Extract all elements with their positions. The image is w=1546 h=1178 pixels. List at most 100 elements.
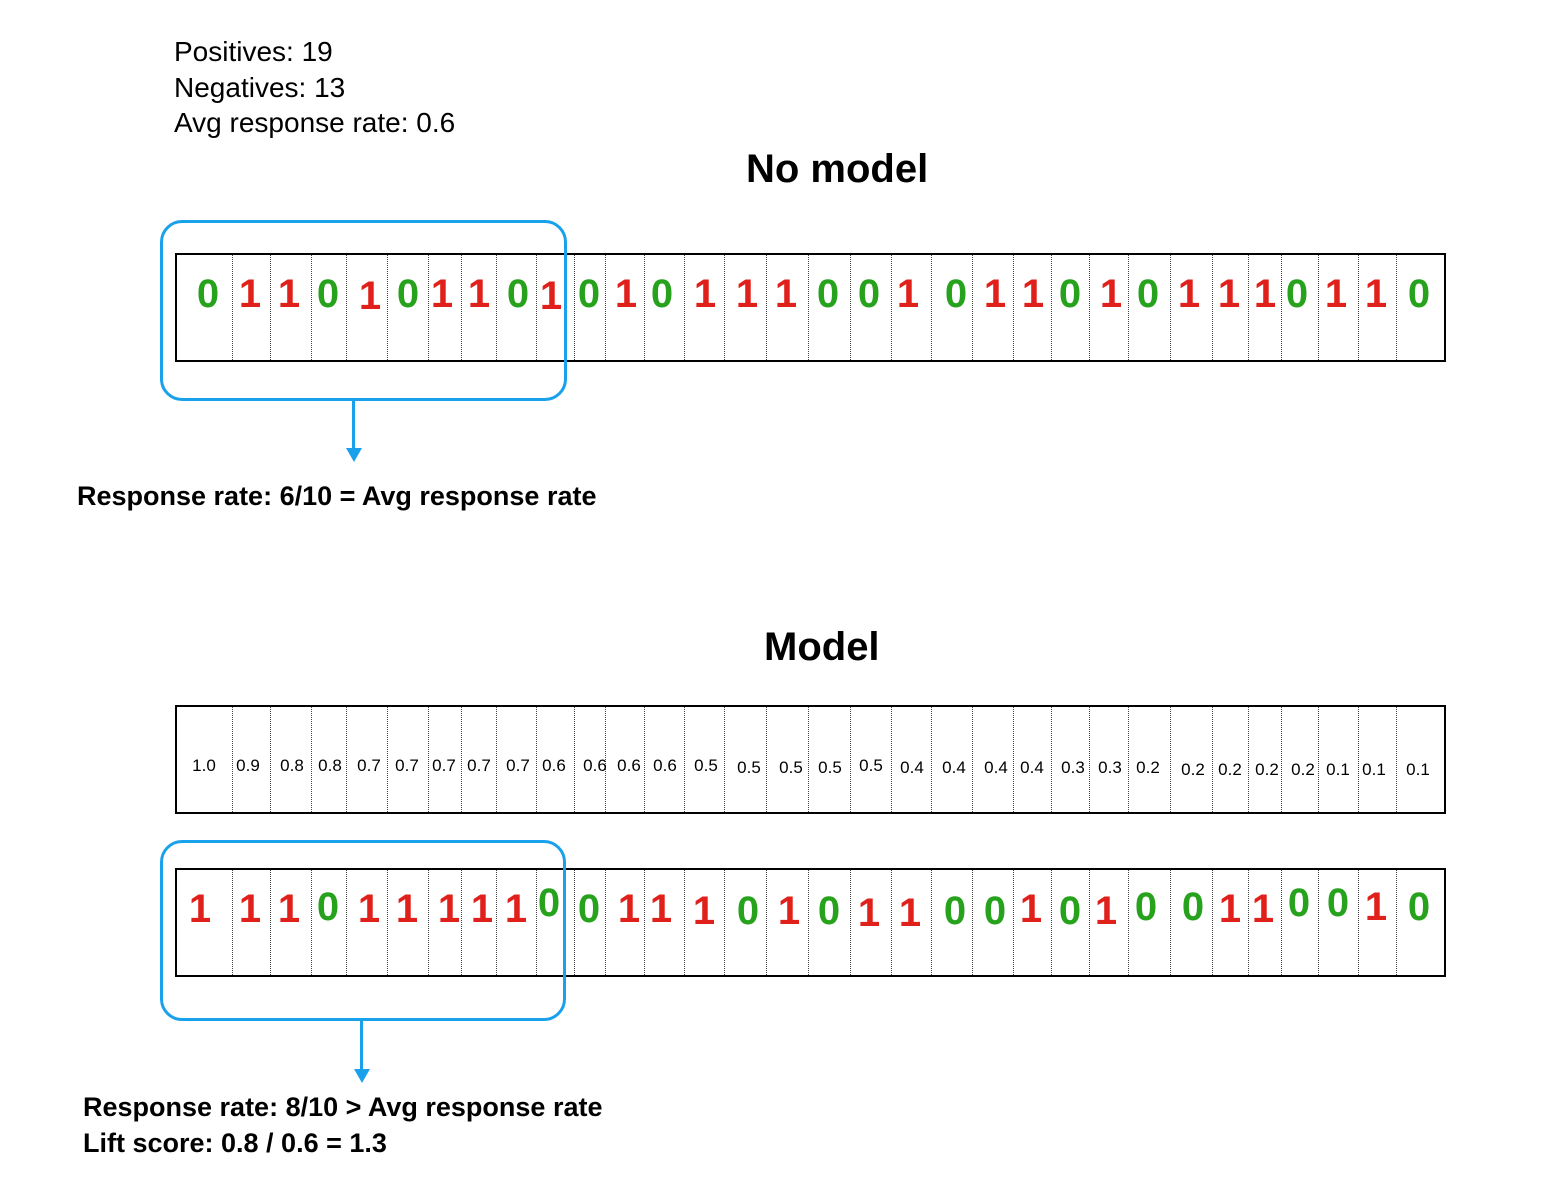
- score-cell-divider: [1089, 707, 1090, 812]
- no-model-label-positive: 1: [1177, 272, 1201, 316]
- no-model-label-negative: 0: [857, 272, 881, 316]
- score-cell-divider: [496, 707, 497, 812]
- no-model-label-negative: 0: [1407, 272, 1431, 316]
- no-model-cell-divider: [1396, 255, 1397, 360]
- no-model-label-negative: 0: [650, 272, 674, 316]
- no-model-cell-divider: [1013, 255, 1014, 360]
- model-score-cell: 0.2: [1291, 760, 1315, 779]
- score-cell-divider: [461, 707, 462, 812]
- score-cell-divider: [311, 707, 312, 812]
- model-score-cell: 0.5: [818, 758, 842, 777]
- score-cell-divider: [605, 707, 606, 812]
- no-model-label-positive: 1: [693, 272, 717, 316]
- score-cell-divider: [1396, 707, 1397, 812]
- model-score-cell: 0.4: [1020, 758, 1044, 777]
- model-cell-divider: [536, 870, 537, 975]
- model-label-positive: 1: [188, 887, 212, 931]
- model-score-cell: 0.6: [583, 756, 607, 775]
- model-label-positive: 1: [857, 891, 881, 935]
- model-cell-divider: [605, 870, 606, 975]
- model-score-cell: 0.1: [1362, 760, 1386, 779]
- model-score-cell: 0.7: [395, 756, 419, 775]
- score-cell-divider: [1358, 707, 1359, 812]
- model-score-cell: 0.2: [1255, 760, 1279, 779]
- model-label-negative: 0: [1181, 885, 1205, 929]
- score-cell-divider: [1128, 707, 1129, 812]
- score-cell-divider: [766, 707, 767, 812]
- no-model-label-negative: 0: [1058, 272, 1082, 316]
- model-label-positive: 1: [1251, 887, 1275, 931]
- no-model-cell-divider: [1248, 255, 1249, 360]
- model-score-cell: 0.2: [1181, 760, 1205, 779]
- no-model-label-positive: 1: [896, 272, 920, 316]
- no-model-label-positive: 1: [1099, 272, 1123, 316]
- model-label-positive: 1: [238, 887, 262, 931]
- no-model-title: No model: [746, 147, 929, 191]
- model-cell-divider: [428, 870, 429, 975]
- model-score-cell: 0.5: [859, 756, 883, 775]
- model-cell-divider: [1051, 870, 1052, 975]
- score-cell-divider: [346, 707, 347, 812]
- no-model-cell-divider: [574, 255, 575, 360]
- model-label-positive: 1: [617, 887, 641, 931]
- no-model-label-positive: 1: [735, 272, 759, 316]
- model-cell-divider: [496, 870, 497, 975]
- model-arrow-line: [360, 1021, 363, 1070]
- no-model-cell-divider: [232, 255, 233, 360]
- score-cell-divider: [270, 707, 271, 812]
- model-label-positive: 1: [395, 887, 419, 931]
- model-label-positive: 1: [277, 887, 301, 931]
- model-score-cell: 1.0: [192, 756, 216, 775]
- model-score-cell: 0.1: [1326, 760, 1350, 779]
- score-cell-divider: [644, 707, 645, 812]
- model-cell-divider: [311, 870, 312, 975]
- no-model-cell-divider: [496, 255, 497, 360]
- no-model-label-positive: 1: [238, 272, 262, 316]
- no-model-label-positive: 1: [1217, 272, 1241, 316]
- no-model-label-positive: 1: [467, 272, 491, 316]
- model-cell-divider: [1358, 870, 1359, 975]
- model-cell-divider: [1128, 870, 1129, 975]
- model-label-negative: 0: [577, 887, 601, 931]
- no-model-cell-divider: [1281, 255, 1282, 360]
- model-score-cell: 0.4: [942, 758, 966, 777]
- model-score-cell: 0.6: [617, 756, 641, 775]
- model-label-negative: 0: [1134, 885, 1158, 929]
- model-score-cell: 0.8: [318, 756, 342, 775]
- score-cell-divider: [931, 707, 932, 812]
- no-model-cell-divider: [270, 255, 271, 360]
- model-score-cell: 0.5: [779, 758, 803, 777]
- no-model-label-negative: 0: [506, 272, 530, 316]
- model-cell-divider: [574, 870, 575, 975]
- model-label-negative: 0: [736, 889, 760, 933]
- no-model-label-negative: 0: [316, 272, 340, 316]
- no-model-cell-divider: [1128, 255, 1129, 360]
- model-cell-divider: [850, 870, 851, 975]
- no-model-cell-divider: [808, 255, 809, 360]
- model-label-negative: 0: [1407, 885, 1431, 929]
- positives-count: Positives: 19: [174, 36, 333, 67]
- score-cell-divider: [536, 707, 537, 812]
- model-cell-divider: [1212, 870, 1213, 975]
- score-cell-divider: [1051, 707, 1052, 812]
- score-cell-divider: [972, 707, 973, 812]
- model-score-cell: 0.7: [506, 756, 530, 775]
- no-model-label-positive: 1: [774, 272, 798, 316]
- model-cell-divider: [461, 870, 462, 975]
- model-score-cell: 0.2: [1218, 760, 1242, 779]
- model-score-cell: 0.3: [1098, 758, 1122, 777]
- no-model-cell-divider: [428, 255, 429, 360]
- no-model-label-negative: 0: [577, 272, 601, 316]
- model-score-cell: 0.7: [467, 756, 491, 775]
- model-score-cell: 0.5: [737, 758, 761, 777]
- no-model-label-negative: 0: [396, 272, 420, 316]
- model-score-cell: 0.7: [357, 756, 381, 775]
- model-label-negative: 0: [983, 889, 1007, 933]
- model-label-negative: 0: [943, 889, 967, 933]
- model-response-rate: Response rate: 8/10 > Avg response rate: [83, 1092, 603, 1122]
- no-model-label-negative: 0: [944, 272, 968, 316]
- model-label-negative: 0: [1287, 881, 1311, 925]
- model-label-positive: 1: [470, 887, 494, 931]
- score-cell-divider: [387, 707, 388, 812]
